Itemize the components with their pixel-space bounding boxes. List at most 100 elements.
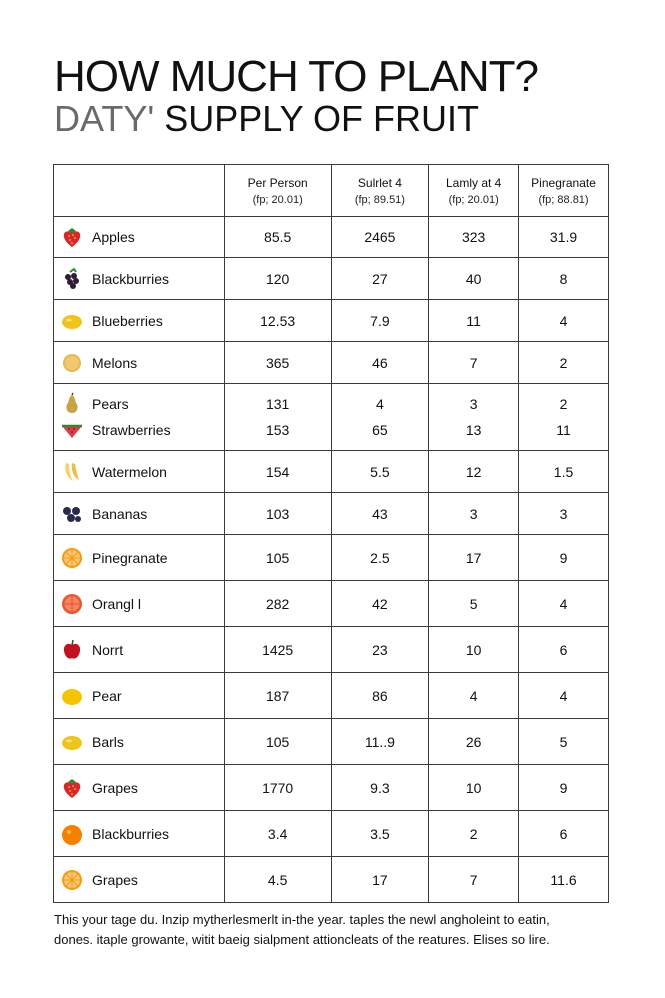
- fruit-name-cell: Melons: [53, 341, 225, 384]
- cell-value: 4: [469, 687, 478, 704]
- value-cell: 2: [518, 341, 609, 384]
- fruit-name-cell: Apples: [53, 216, 225, 258]
- cell-value: 85.5: [264, 229, 292, 245]
- cell-value: 86: [372, 687, 388, 704]
- value-cell: 17: [428, 534, 520, 581]
- fruit-label: Pears: [92, 396, 129, 412]
- fruit-entry: Pinegranate: [60, 545, 224, 571]
- value-cell: 86: [330, 672, 430, 719]
- footer-line: This your tage du. Inzip mytherlesmerlt …: [54, 912, 550, 927]
- cell-value: 1770: [262, 779, 294, 796]
- header-sub: (fp; 88.81): [538, 193, 589, 206]
- cell-value: 43: [372, 505, 388, 522]
- fruit-entry: Blueberries: [60, 308, 224, 334]
- value-cell: 4 65: [330, 383, 430, 451]
- header-label: Sulrlet 4: [357, 175, 402, 190]
- table-row: Blueberries 12.53 7.9 11 4: [53, 299, 609, 342]
- cell-value: 4: [559, 312, 568, 329]
- cell-value: 9: [559, 779, 568, 796]
- value-cell: 1770: [223, 764, 332, 811]
- value-cell: 2 11: [518, 383, 609, 451]
- value-cell: 23: [330, 626, 430, 673]
- cell-value: 6: [559, 641, 568, 658]
- cell-value: 17: [465, 549, 482, 566]
- cell-value: 154: [265, 463, 290, 480]
- subtitle-prefix: DATY': [54, 98, 155, 139]
- value-cell: 11..9: [330, 718, 430, 765]
- header-cell-col4: Pinegranate (fp; 88.81): [518, 164, 609, 217]
- table-row: Pinegranate 105 2.5 17 9: [53, 534, 609, 581]
- cell-value: 103: [265, 505, 290, 522]
- fruit-label: Strawberries: [92, 422, 171, 438]
- table-row: Grapes 4.5 17 7 11.6: [53, 856, 609, 903]
- cell-value: 365: [265, 354, 290, 371]
- fruit-entry: Strawberries: [60, 417, 224, 443]
- value-cell: 105: [223, 718, 332, 765]
- fruit-label: Grapes: [92, 779, 138, 796]
- fruit-label: Grapes: [92, 871, 138, 888]
- value-cell: 10: [428, 626, 520, 673]
- value-cell: 11.6: [518, 856, 609, 903]
- fruit-label: Norrt: [92, 641, 124, 658]
- fruit-name-cell: Barls: [53, 718, 225, 765]
- cell-value: 11.6: [550, 871, 577, 888]
- cell-value: 2: [559, 354, 568, 371]
- fruit-name-cell: Grapes: [53, 764, 225, 811]
- cell-value: 1425: [262, 641, 294, 658]
- footer-line: dones. itaple growante, witit baeig sial…: [54, 932, 550, 947]
- table-row: Melons 365 46 7 2: [53, 341, 609, 384]
- footer-note: This your tage du. Inzip mytherlesmerlt …: [54, 910, 614, 950]
- cell-value: 7: [469, 871, 478, 888]
- fruit-name-cell: Norrt: [53, 626, 225, 673]
- value-cell: 131 153: [223, 383, 332, 451]
- cell-value: 5: [559, 733, 568, 750]
- cell-value: 3.5: [370, 825, 390, 842]
- table-row: Bananas 103 43 3 3: [53, 492, 609, 535]
- cell-value: 26: [465, 733, 482, 750]
- fruit-label: Blueberries: [92, 312, 163, 329]
- value-cell: 2: [428, 810, 520, 857]
- value-cell: 12: [428, 450, 520, 493]
- fruit-entry: Pear: [60, 683, 224, 709]
- orange-slice-icon: [60, 868, 84, 892]
- fruit-label: Orangl l: [92, 595, 142, 612]
- value-cell: 6: [518, 810, 609, 857]
- header-cell-per-person: Per Person (fp; 20.01): [223, 164, 332, 217]
- cell-value: 4.5: [267, 871, 288, 888]
- header-label: Pinegranate: [531, 175, 596, 190]
- cell-value: 31.9: [549, 229, 578, 245]
- fruit-name-cell: Blackburries: [53, 810, 225, 857]
- value-cell: 4: [428, 672, 520, 719]
- cell-value: 4: [376, 396, 384, 412]
- value-cell: 42: [330, 580, 430, 627]
- fruit-label: Barls: [92, 733, 124, 750]
- cell-value: 131: [265, 396, 290, 412]
- value-cell: 40: [428, 257, 520, 300]
- value-cell: 6: [518, 626, 609, 673]
- fruit-entry: Watermelon: [60, 459, 224, 485]
- value-cell: 17: [330, 856, 430, 903]
- cell-value: 3: [559, 505, 568, 522]
- header-cell-fruit: [53, 164, 225, 217]
- value-cell: 5.5: [330, 450, 430, 493]
- cell-value: 11: [556, 422, 571, 438]
- cell-value: 120: [265, 270, 290, 287]
- fruit-entry: Barls: [60, 729, 224, 755]
- value-cell: 1.5: [518, 450, 609, 493]
- fruit-entry: Norrt: [60, 637, 224, 663]
- table-row: Apples 85.5 2465 323 31.9: [53, 216, 609, 258]
- value-cell: 4: [518, 299, 609, 342]
- page-title: HOW MUCH TO PLANT?: [54, 52, 539, 101]
- table-row: Pears Strawberries 131 153 4 65 3 13 2 11: [53, 383, 609, 451]
- cell-value: 7.9: [370, 312, 390, 329]
- value-cell: 9: [518, 764, 609, 811]
- orange-slice-icon: [60, 546, 84, 570]
- watermelon-icon: [60, 418, 84, 442]
- cell-value: 12.53: [260, 312, 296, 329]
- cell-value: 5.5: [370, 463, 390, 480]
- fruit-entry: Melons: [60, 350, 224, 376]
- cell-value: 8: [559, 270, 568, 287]
- value-cell: 3: [518, 492, 609, 535]
- value-cell: 7: [428, 341, 520, 384]
- value-cell: 3 13: [428, 383, 520, 451]
